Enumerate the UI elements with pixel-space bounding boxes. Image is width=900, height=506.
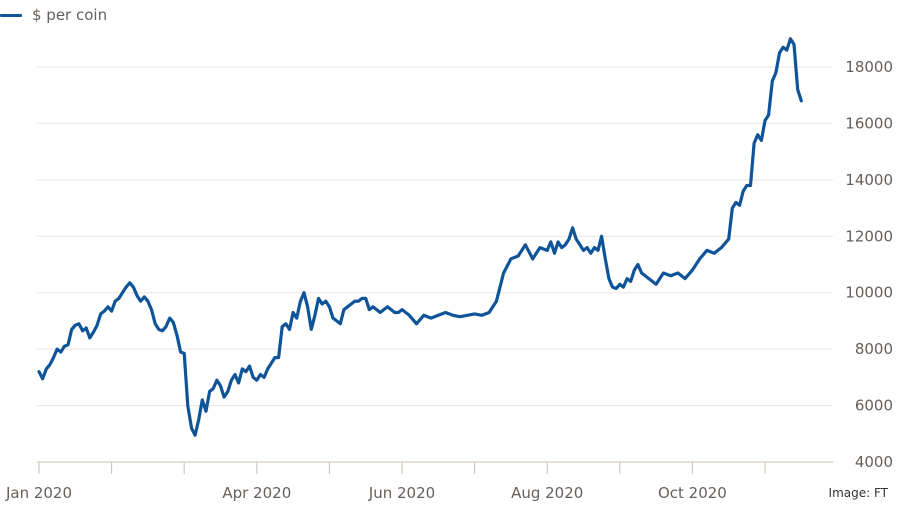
x-tick-label: Apr 2020 bbox=[222, 484, 291, 502]
x-tick-label: Oct 2020 bbox=[658, 484, 727, 502]
gridlines bbox=[37, 66, 833, 463]
price-line bbox=[37, 37, 803, 437]
legend-label: $ per coin bbox=[32, 6, 108, 24]
x-tick-label: Aug 2020 bbox=[511, 484, 583, 502]
legend-swatch bbox=[0, 13, 22, 17]
y-tick-label: 16000 bbox=[845, 114, 893, 132]
legend: $ per coin bbox=[0, 6, 107, 24]
y-tick-label: 18000 bbox=[845, 58, 893, 76]
y-axis: 4000 6000 8000 10000 12000 14000 16000 18000 bbox=[845, 58, 893, 471]
y-tick-label: 14000 bbox=[845, 171, 893, 189]
x-tick-label: Jun 2020 bbox=[368, 484, 435, 502]
y-tick-label: 10000 bbox=[845, 284, 893, 302]
y-tick-label: 6000 bbox=[855, 397, 893, 415]
y-tick-label: 8000 bbox=[855, 340, 893, 358]
x-axis: Jan 2020 Apr 2020 Jun 2020 Aug 2020 Oct 2020 bbox=[5, 462, 766, 502]
y-tick-label: 12000 bbox=[845, 227, 893, 245]
x-tick-label: Jan 2020 bbox=[5, 484, 72, 502]
y-tick-label: 4000 bbox=[855, 453, 893, 471]
image-credit: Image: FT bbox=[828, 486, 888, 500]
